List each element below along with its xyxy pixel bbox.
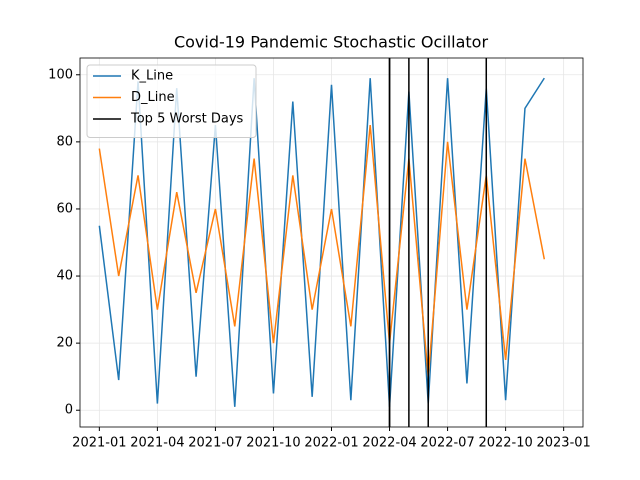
x-tick-label: 2022-01: [304, 436, 358, 451]
x-tick-label: 2021-07: [188, 436, 242, 451]
legend-label: K_Line: [131, 69, 173, 84]
y-tick-label: 100: [48, 67, 73, 82]
series-line: [98, 125, 546, 377]
plot-frame: [79, 57, 584, 428]
y-tick-label: 0: [65, 403, 73, 418]
x-tick-label: 2021-10: [246, 436, 300, 451]
y-tick-label: 60: [56, 201, 73, 216]
x-tick-label: 2021-04: [130, 436, 184, 451]
legend-label: Top 5 Worst Days: [130, 112, 244, 127]
x-tick-label: 2021-01: [72, 436, 126, 451]
y-tick-label: 20: [56, 336, 73, 351]
series-line: [98, 77, 545, 407]
x-tick-label: 2022-07: [420, 436, 474, 451]
chart-title: Covid-19 Pandemic Stochastic Ocillator: [174, 33, 489, 52]
x-tick-label: 2022-04: [362, 436, 416, 451]
y-tick-label: 80: [56, 134, 73, 149]
x-tick-label: 2023-01: [536, 436, 590, 451]
legend-box: [86, 64, 257, 138]
legend-label: D_Line: [131, 90, 175, 105]
legend: K_Line D_Line Top 5 Worst Days: [86, 64, 257, 138]
x-tick-label: 2022-10: [478, 436, 532, 451]
y-tick-label: 40: [56, 269, 73, 284]
